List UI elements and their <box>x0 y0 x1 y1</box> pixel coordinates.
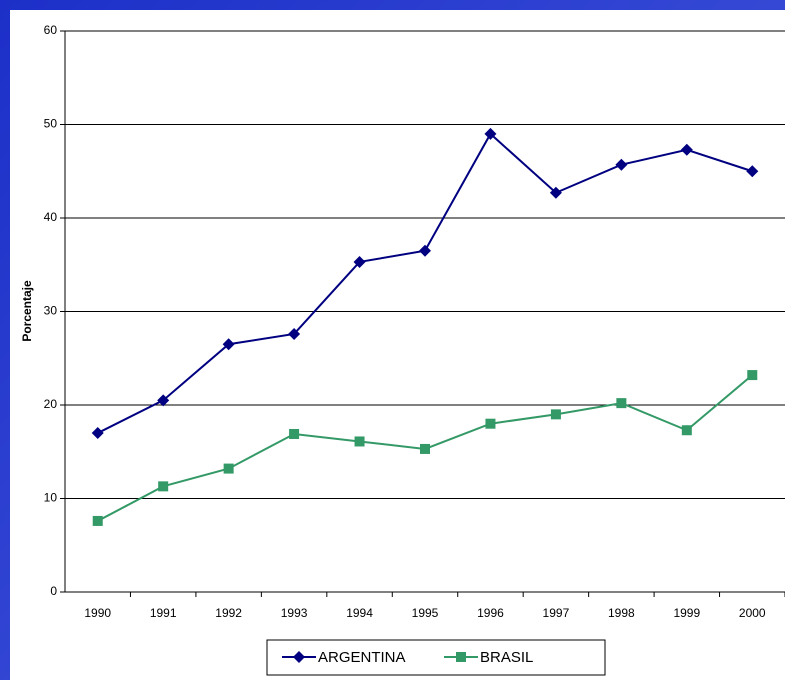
x-tick-label: 1996 <box>477 606 504 620</box>
data-point <box>484 127 497 140</box>
y-tick-label: 0 <box>50 584 57 598</box>
y-tick-label: 20 <box>44 397 58 411</box>
data-point <box>681 425 692 436</box>
legend <box>266 639 606 676</box>
y-tick-label: 50 <box>44 117 58 131</box>
legend-label: ARGENTINA <box>318 649 406 666</box>
data-point <box>157 394 170 407</box>
data-point <box>354 436 365 447</box>
x-tick-label: 1997 <box>543 606 570 620</box>
data-point <box>91 427 104 440</box>
data-point <box>550 409 561 420</box>
data-point <box>549 186 562 199</box>
data-point <box>223 463 234 474</box>
data-point <box>222 338 235 351</box>
data-point <box>746 165 759 178</box>
x-tick-label: 1993 <box>281 606 308 620</box>
x-tick-label: 1990 <box>84 606 111 620</box>
y-tick-label: 60 <box>44 23 58 37</box>
y-tick-label: 30 <box>44 304 58 318</box>
chart-area <box>10 10 785 680</box>
data-point <box>353 255 366 268</box>
x-tick-label: 1994 <box>346 606 373 620</box>
data-point <box>288 327 301 340</box>
legend-label: BRASIL <box>480 649 533 666</box>
legend-marker <box>456 652 466 662</box>
data-point <box>420 443 430 454</box>
x-tick-label: 1992 <box>215 606 242 620</box>
data-point <box>158 481 169 492</box>
y-tick-label: 10 <box>44 491 58 505</box>
x-tick-label: 1999 <box>673 606 700 620</box>
data-point <box>419 244 431 257</box>
data-point <box>485 418 496 429</box>
data-point <box>615 158 628 171</box>
y-tick-label: 40 <box>44 210 58 224</box>
data-point <box>289 428 300 439</box>
x-tick-label: 2000 <box>739 606 766 620</box>
data-point <box>92 515 103 526</box>
x-tick-label: 1991 <box>150 606 177 620</box>
y-axis-label: Porcentaje <box>20 280 34 342</box>
data-point <box>680 143 693 156</box>
legend-marker <box>293 651 305 663</box>
x-tick-label: 1995 <box>412 606 439 620</box>
data-point <box>747 370 758 381</box>
x-tick-label: 1998 <box>608 606 635 620</box>
data-point <box>616 398 627 409</box>
